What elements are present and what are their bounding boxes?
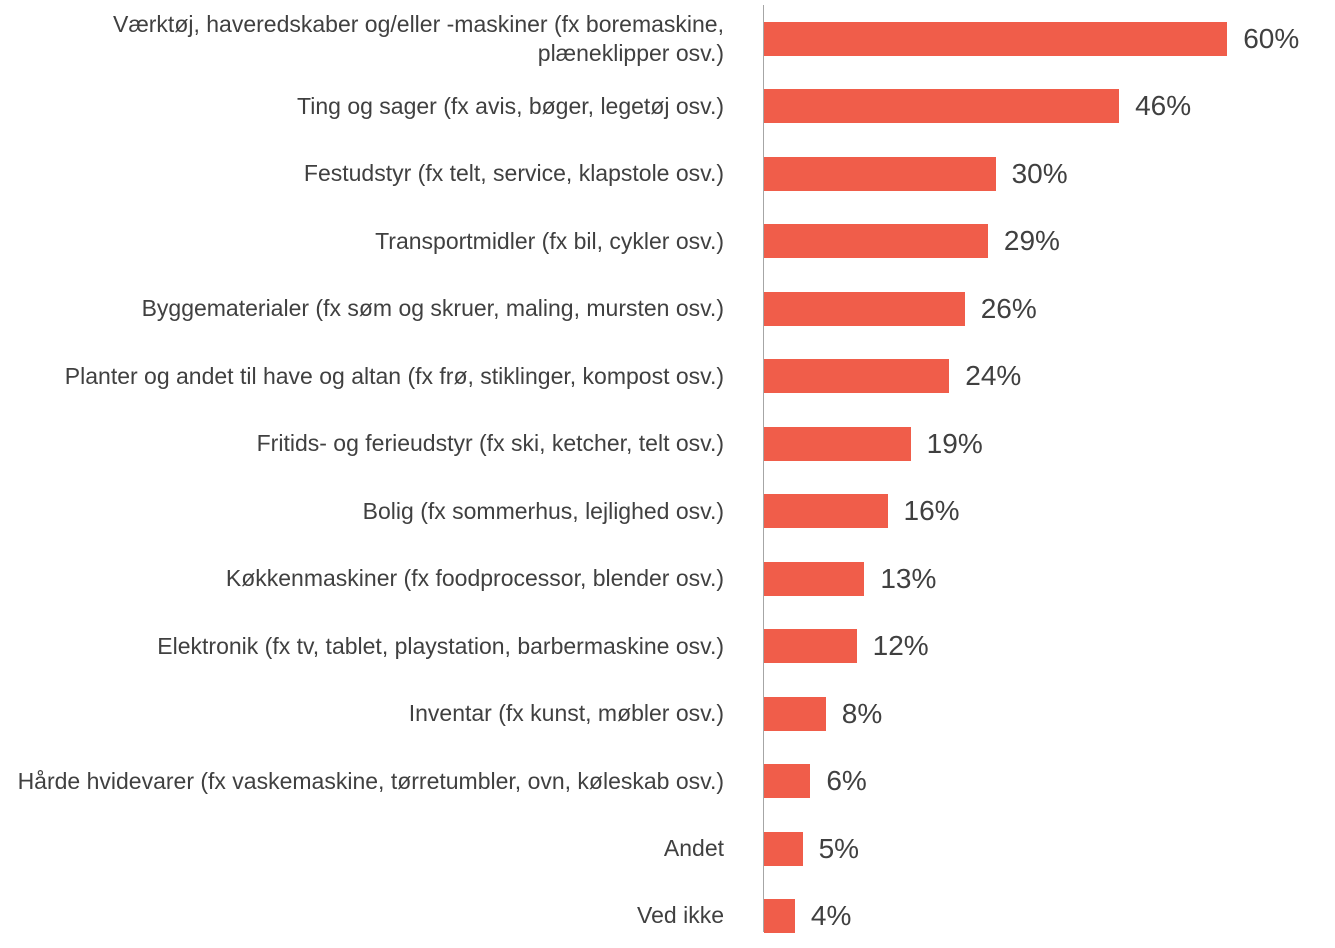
value-label: 24% [965,360,1022,392]
value-label: 13% [880,562,937,594]
bar [764,629,857,664]
category-label: Transportmidler (fx bil, cykler osv.) [375,227,724,254]
value-label: 60% [1243,23,1300,54]
value-label: 6% [826,765,867,797]
category-label: Bolig (fx sommerhus, lejlighed osv.) [362,497,724,524]
bar [764,426,911,461]
category-label: Byggematerialer (fx søm og skruer, malin… [141,295,724,322]
bar [764,22,1228,56]
value-label: 30% [1011,157,1068,189]
category-label: Fritids- og ferieudstyr (fx ski, ketcher… [256,430,724,457]
bar [764,764,811,799]
value-label: 19% [926,427,983,459]
bar [764,156,996,191]
bar [764,494,888,529]
category-label: Hårde hvidevarer (fx vaskemaskine, tørre… [17,767,724,794]
category-label: Andet [663,835,724,862]
bar [764,359,950,394]
value-label: 16% [903,495,960,527]
bar [764,696,826,731]
bar [764,831,803,866]
category-label: Ved ikke [637,902,724,929]
bar [764,898,795,933]
value-label: 8% [841,697,883,729]
category-label: Inventar (fx kunst, møbler osv.) [408,700,724,727]
value-label: 46% [1135,90,1192,122]
category-label: Elektronik (fx tv, tablet, playstation, … [157,632,724,659]
category-label: Ting og sager (fx avis, bøger, legetøj o… [297,92,724,119]
bar [764,224,988,259]
category-label: Festudstyr (fx telt, service, klapstole … [303,160,724,187]
bar [764,291,965,326]
value-label: 5% [818,832,860,864]
value-label: 12% [872,630,929,662]
value-label: 26% [980,292,1037,324]
value-label: 4% [810,899,852,931]
category-label: Værktøj, haveredskaber og/eller -maskine… [112,11,724,66]
category-label: Planter og andet til have og altan (fx f… [64,362,724,389]
axis-line [763,5,764,932]
bar [764,561,865,596]
category-label: Køkkenmaskiner (fx foodprocessor, blende… [225,565,724,592]
value-label: 29% [1003,225,1060,257]
bar [764,89,1120,124]
